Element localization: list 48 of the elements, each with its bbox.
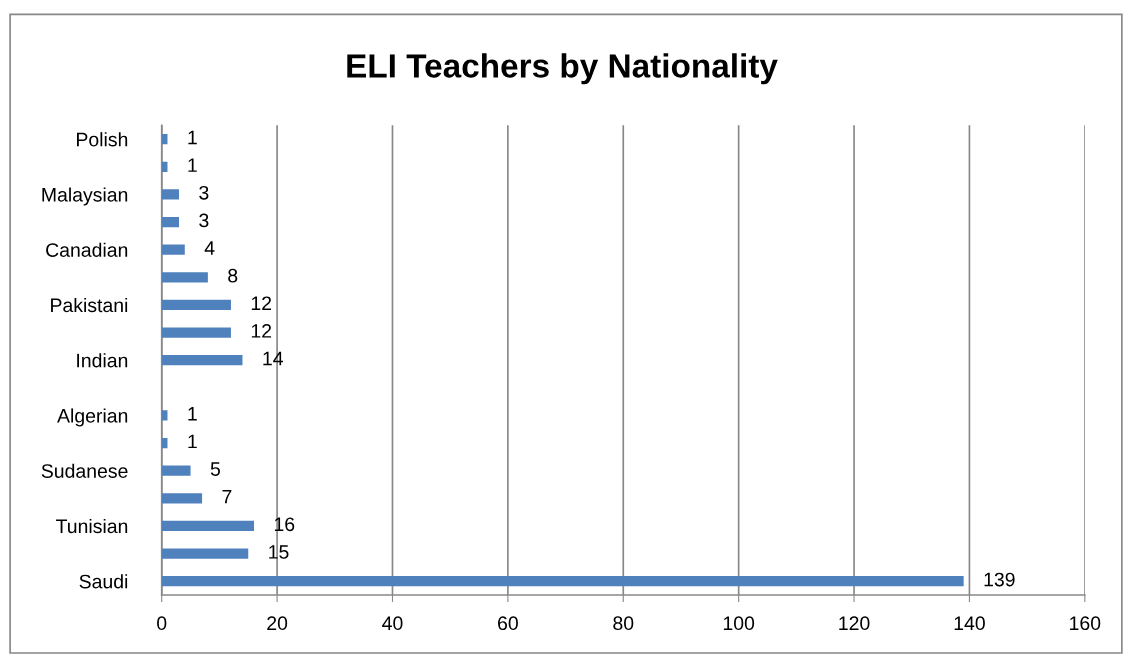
data-label: 1 <box>188 407 197 421</box>
data-label: 1 <box>188 130 197 145</box>
x-tick-label: 140 <box>954 616 985 631</box>
data-label: 15 <box>269 545 289 559</box>
data-label: 1 <box>188 434 197 449</box>
y-tick-label: Indian <box>77 353 128 368</box>
y-tick-label: Saudi <box>79 574 128 589</box>
y-tick-label: Canadian <box>46 242 128 257</box>
y-tick-label: Malaysian <box>42 187 128 206</box>
bar <box>161 493 203 504</box>
data-label: 3 <box>199 185 209 200</box>
x-tick-label: 40 <box>382 616 403 631</box>
data-label: 1 <box>188 158 197 172</box>
y-tick-label: Polish <box>77 132 128 147</box>
y-tick-label: Sudanese <box>41 463 128 478</box>
bar <box>161 465 191 476</box>
bar <box>161 272 208 283</box>
x-tick-label: 80 <box>613 616 634 631</box>
x-tick-label: 0 <box>157 616 167 631</box>
data-label: 12 <box>251 296 272 310</box>
bar <box>161 216 180 228</box>
bar <box>161 355 243 366</box>
bar <box>161 299 231 311</box>
data-label: 8 <box>228 268 238 283</box>
bar <box>161 410 168 421</box>
y-tick-label: Pakistani <box>51 297 128 313</box>
bar <box>161 520 255 532</box>
data-label: 12 <box>251 324 272 338</box>
x-tick-label: 160 <box>1070 616 1101 631</box>
y-tick-label: Algerian <box>57 408 128 427</box>
data-label: 139 <box>984 572 1015 587</box>
bar <box>161 576 964 587</box>
bar <box>161 189 180 200</box>
data-label: 16 <box>274 517 295 532</box>
x-tick-label: 120 <box>839 616 870 631</box>
y-tick-label: Tunisian <box>56 518 128 534</box>
x-tick-label: 20 <box>267 616 288 631</box>
data-label: 7 <box>222 489 232 504</box>
data-label: 3 <box>199 213 209 228</box>
data-label: 4 <box>204 241 215 255</box>
bar <box>161 327 231 338</box>
bar <box>161 244 185 255</box>
x-tick-label: 100 <box>723 616 755 631</box>
x-tick-label: 60 <box>498 616 518 631</box>
data-label: 14 <box>263 351 283 366</box>
chart-title: ELI Teachers by Nationality <box>347 53 778 85</box>
data-label: 5 <box>210 462 220 476</box>
bar <box>161 548 249 559</box>
